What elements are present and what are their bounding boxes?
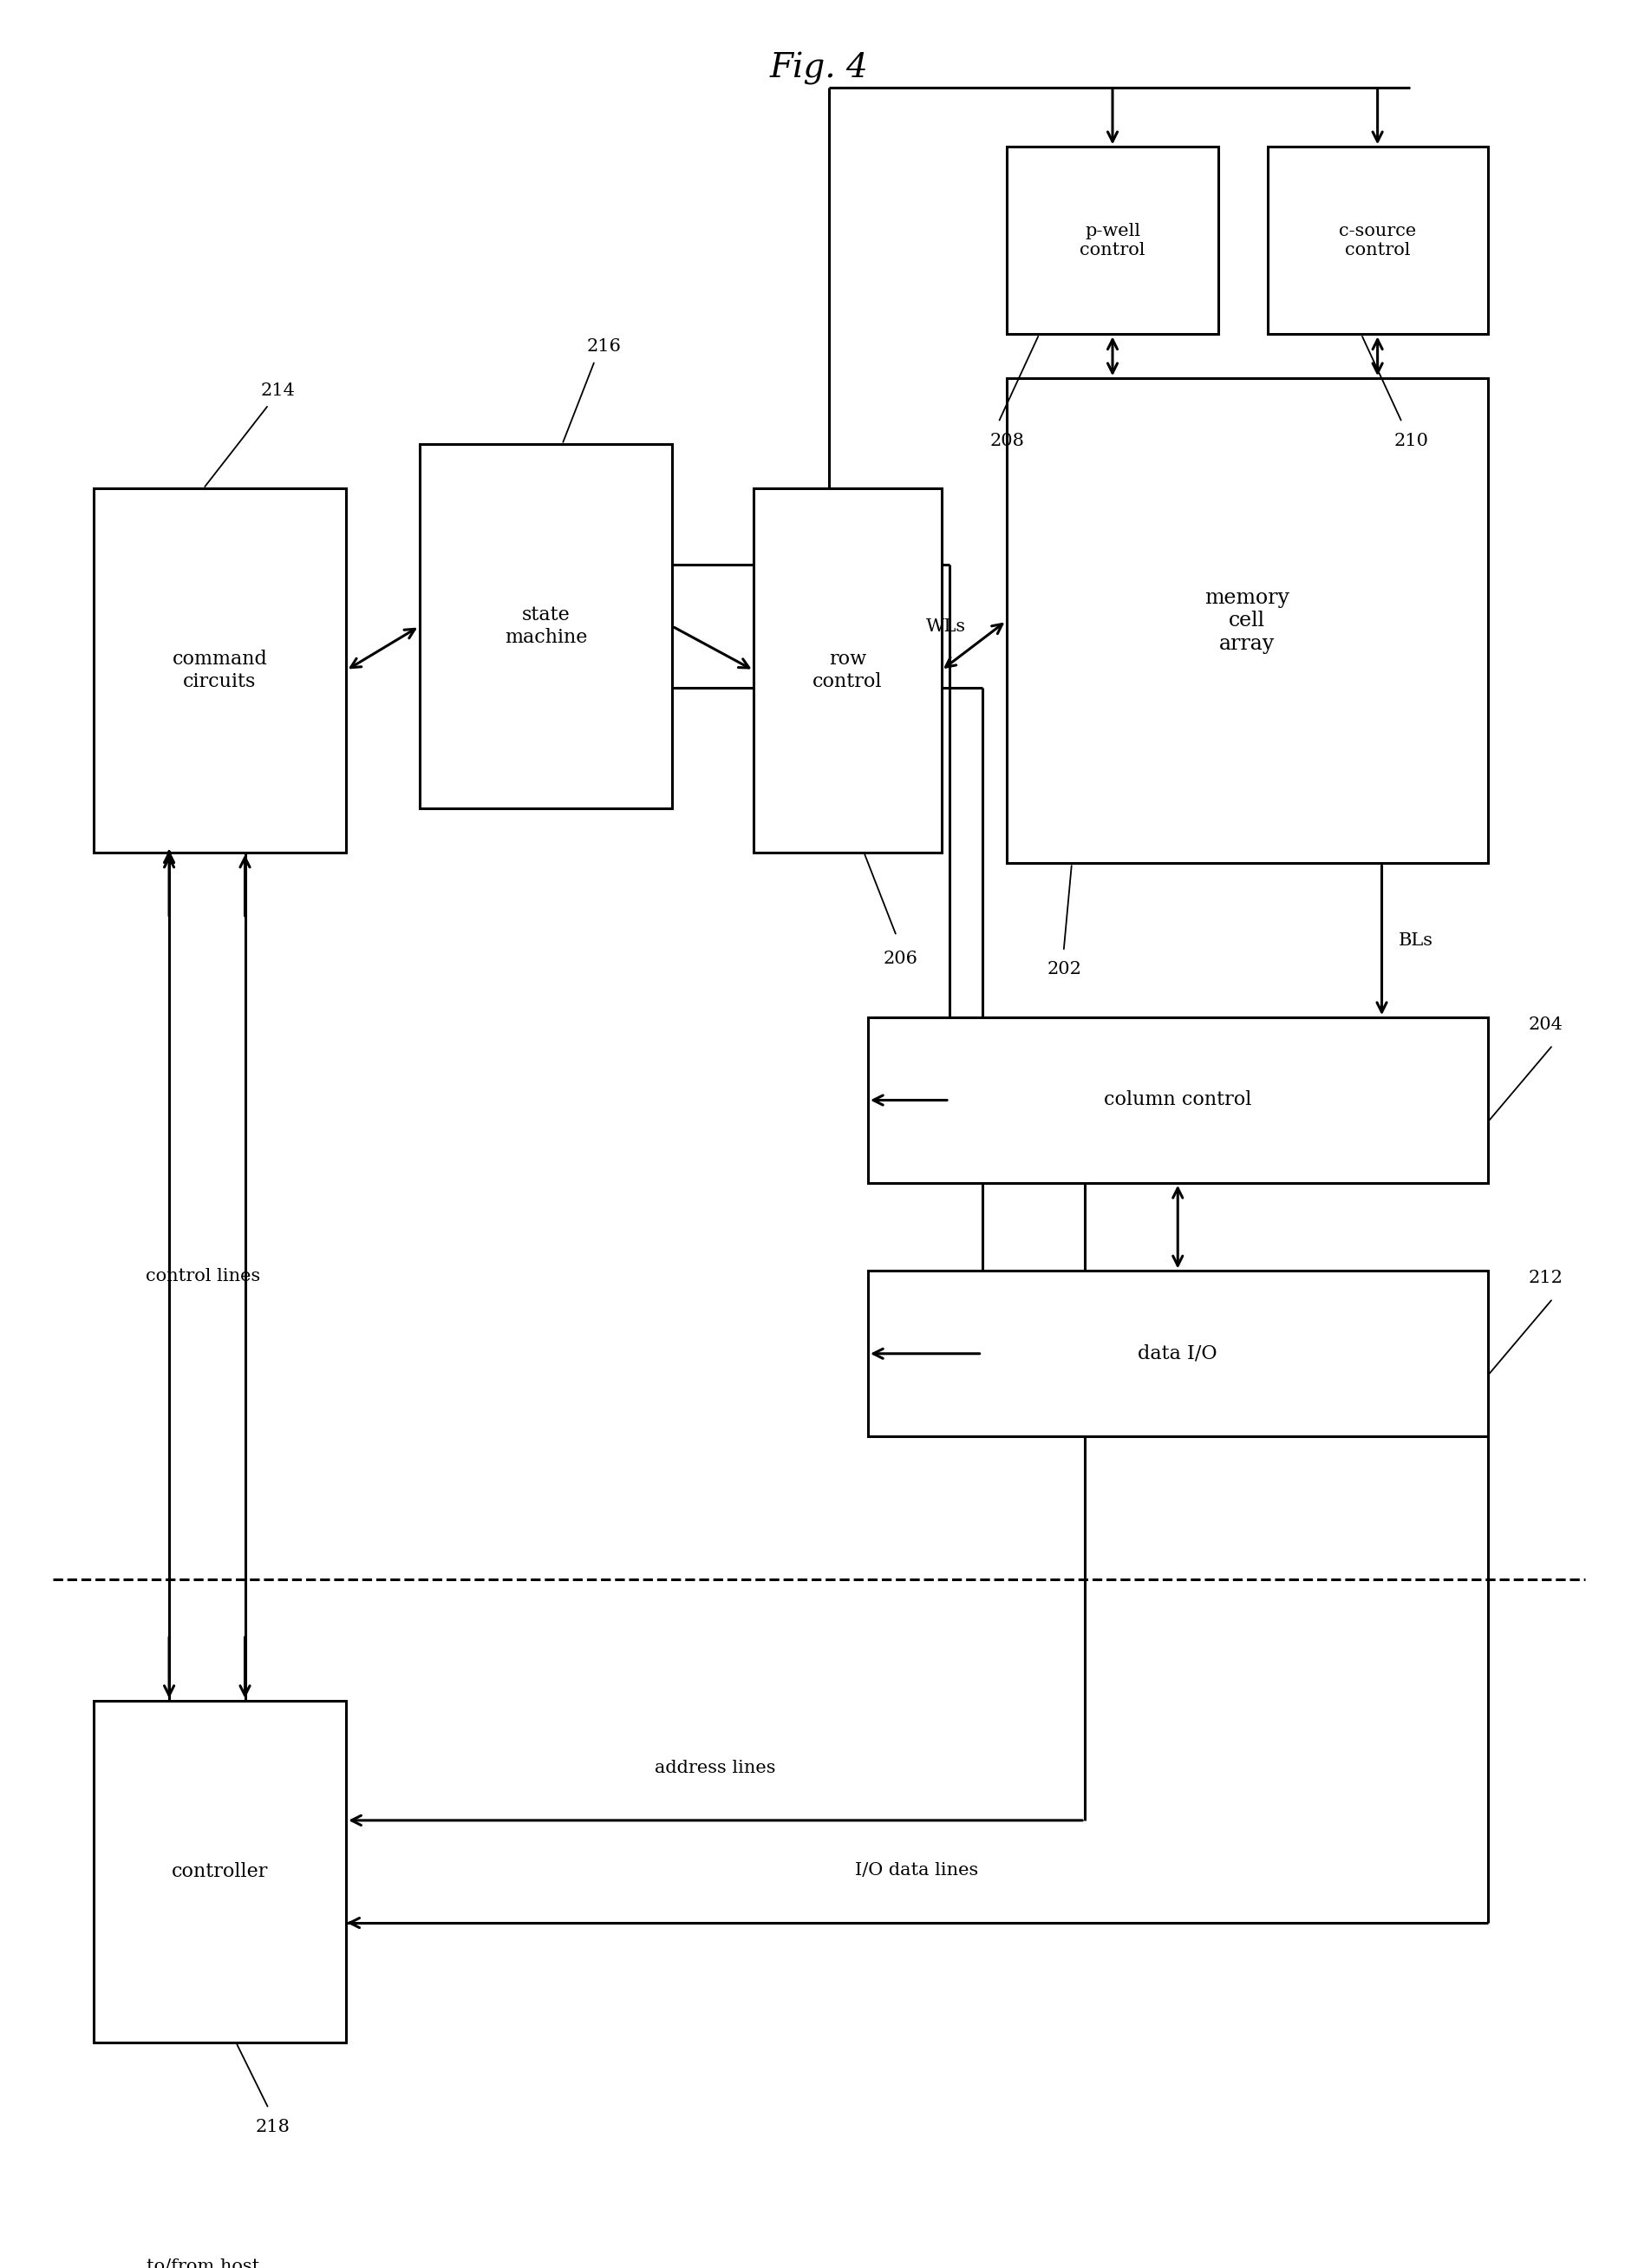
Text: row
control: row control <box>812 651 883 692</box>
Bar <box>1006 379 1487 864</box>
Text: data I/O: data I/O <box>1138 1345 1217 1363</box>
Bar <box>1006 147 1219 333</box>
Text: address lines: address lines <box>655 1760 776 1776</box>
Bar <box>868 1270 1487 1436</box>
Text: p-well
control: p-well control <box>1079 222 1145 259</box>
Text: 202: 202 <box>1047 962 1081 978</box>
Bar <box>93 1701 346 2043</box>
Bar <box>753 488 942 853</box>
Bar <box>868 1018 1487 1184</box>
Bar <box>419 445 672 807</box>
Text: to/from host: to/from host <box>147 2259 260 2268</box>
Text: 212: 212 <box>1528 1270 1563 1286</box>
Bar <box>1268 147 1487 333</box>
Text: I/O data lines: I/O data lines <box>855 1862 978 1878</box>
Text: memory
cell
array: memory cell array <box>1204 587 1289 653</box>
Text: command
circuits: command circuits <box>172 651 267 692</box>
Text: BLs: BLs <box>1399 932 1433 948</box>
Text: state
machine: state machine <box>505 606 586 646</box>
Text: 218: 218 <box>256 2118 290 2134</box>
Text: 208: 208 <box>991 433 1025 449</box>
Text: 204: 204 <box>1528 1016 1563 1032</box>
Text: 206: 206 <box>883 950 917 966</box>
Text: controller: controller <box>172 1862 269 1880</box>
Text: WLs: WLs <box>925 619 966 635</box>
Text: 214: 214 <box>260 383 295 399</box>
Text: control lines: control lines <box>146 1268 260 1284</box>
Text: 216: 216 <box>586 338 621 356</box>
Text: 210: 210 <box>1394 433 1428 449</box>
Bar <box>93 488 346 853</box>
Text: c-source
control: c-source control <box>1338 222 1417 259</box>
Text: column control: column control <box>1104 1091 1251 1109</box>
Text: Fig. 4: Fig. 4 <box>770 52 868 86</box>
